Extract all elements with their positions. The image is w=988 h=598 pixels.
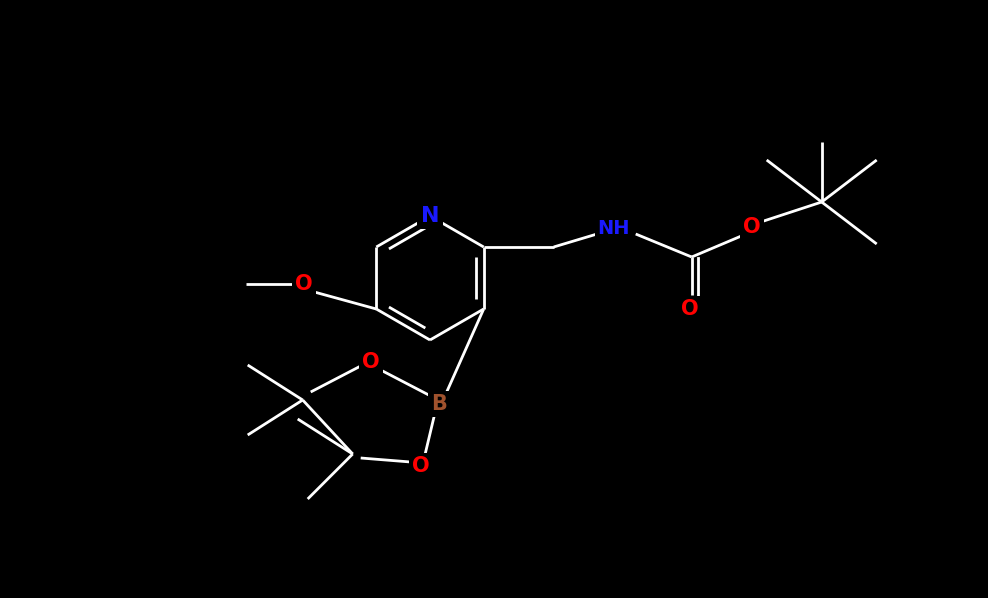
Text: N: N: [421, 206, 440, 226]
Text: NH: NH: [598, 219, 630, 239]
Text: O: O: [681, 299, 699, 319]
Text: O: O: [295, 274, 313, 294]
Text: O: O: [743, 217, 761, 237]
Text: O: O: [412, 456, 430, 476]
Text: O: O: [362, 352, 379, 372]
Text: B: B: [431, 394, 447, 414]
